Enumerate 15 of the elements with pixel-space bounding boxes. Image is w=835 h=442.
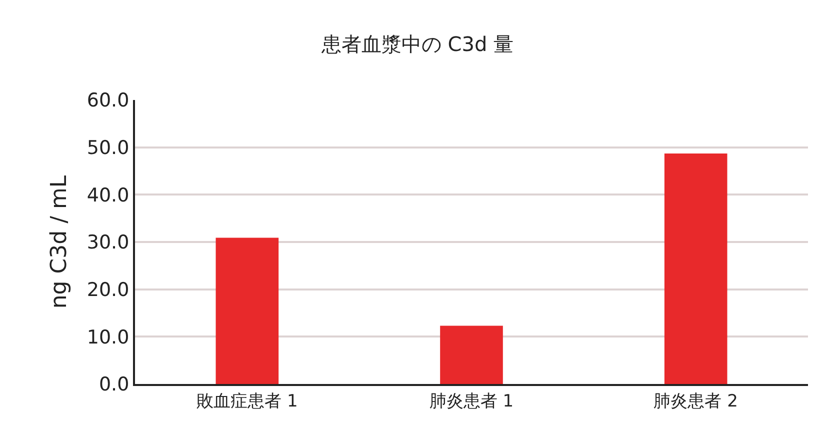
y-tick-label: 10.0 (86, 326, 130, 348)
y-tick-label: 30.0 (86, 232, 130, 254)
y-tick-label: 20.0 (86, 278, 130, 301)
bar (664, 153, 728, 384)
bar (440, 326, 503, 384)
x-tick-label: 肺炎患者 1 (429, 391, 514, 412)
x-tick-label: 敗血症患者 1 (196, 391, 298, 412)
y-axis-title: ng C3d / mL (47, 174, 72, 309)
y-tick-label: 0.0 (98, 374, 130, 396)
y-tick-label: 60.0 (86, 90, 130, 112)
y-tick-label: 50.0 (86, 136, 130, 159)
bar (216, 238, 279, 384)
chart-title: 患者血漿中の C3d 量 (320, 32, 514, 56)
y-tick-label: 40.0 (86, 184, 130, 206)
x-tick-label: 肺炎患者 2 (654, 391, 738, 412)
